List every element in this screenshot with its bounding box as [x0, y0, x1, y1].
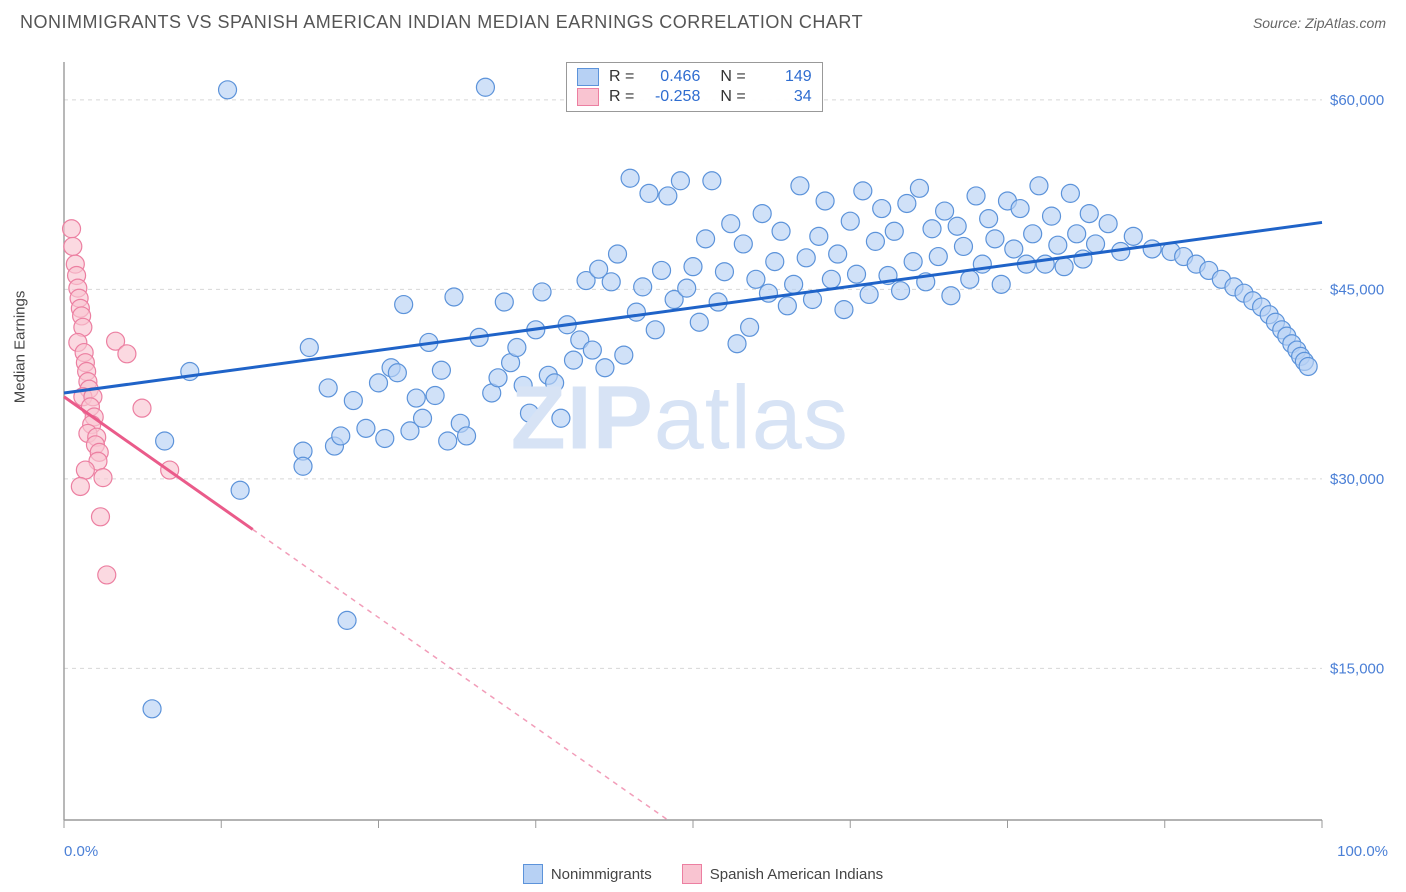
n-label: N =	[720, 88, 745, 106]
series-legend: Nonimmigrants Spanish American Indians	[0, 864, 1406, 884]
x-axis-max: 100.0%	[1337, 843, 1388, 860]
chart-title: NONIMMIGRANTS VS SPANISH AMERICAN INDIAN…	[20, 12, 863, 33]
x-axis-min: 0.0%	[64, 843, 98, 860]
chart-header: NONIMMIGRANTS VS SPANISH AMERICAN INDIAN…	[0, 0, 1406, 41]
r-label: R =	[609, 68, 634, 86]
scatter-chart: $15,000 $30,000 $45,000 $60,000	[50, 50, 1390, 850]
n-label: N =	[720, 68, 745, 86]
source-attribution: Source: ZipAtlas.com	[1253, 15, 1386, 31]
legend-label: Spanish American Indians	[710, 866, 883, 883]
legend-swatch	[682, 864, 702, 884]
n-value: 34	[756, 88, 812, 106]
correlation-row: R = 0.466 N = 149	[577, 67, 812, 87]
legend-item: Spanish American Indians	[682, 864, 883, 884]
x-axis-range-labels: 0.0% 100.0%	[64, 843, 1388, 860]
y-tick-label: $30,000	[1330, 471, 1384, 488]
correlation-swatch	[577, 88, 599, 106]
source-prefix: Source:	[1253, 15, 1305, 31]
correlation-legend: R = 0.466 N = 149 R = -0.258 N = 34	[566, 62, 823, 112]
legend-label: Nonimmigrants	[551, 866, 652, 883]
source-name: ZipAtlas.com	[1305, 15, 1386, 31]
correlation-swatch	[577, 68, 599, 86]
legend-swatch	[523, 864, 543, 884]
y-tick-label: $15,000	[1330, 660, 1384, 677]
correlation-row: R = -0.258 N = 34	[577, 87, 812, 107]
r-label: R =	[609, 88, 634, 106]
r-value: -0.258	[644, 88, 700, 106]
y-tick-label: $45,000	[1330, 281, 1384, 298]
chart-area: Median Earnings $15,000$30,000$45,000$60…	[50, 50, 1390, 852]
legend-item: Nonimmigrants	[523, 864, 652, 884]
y-tick-label: $60,000	[1330, 92, 1384, 109]
y-axis-label: Median Earnings	[12, 291, 29, 404]
r-value: 0.466	[644, 68, 700, 86]
n-value: 149	[756, 68, 812, 86]
